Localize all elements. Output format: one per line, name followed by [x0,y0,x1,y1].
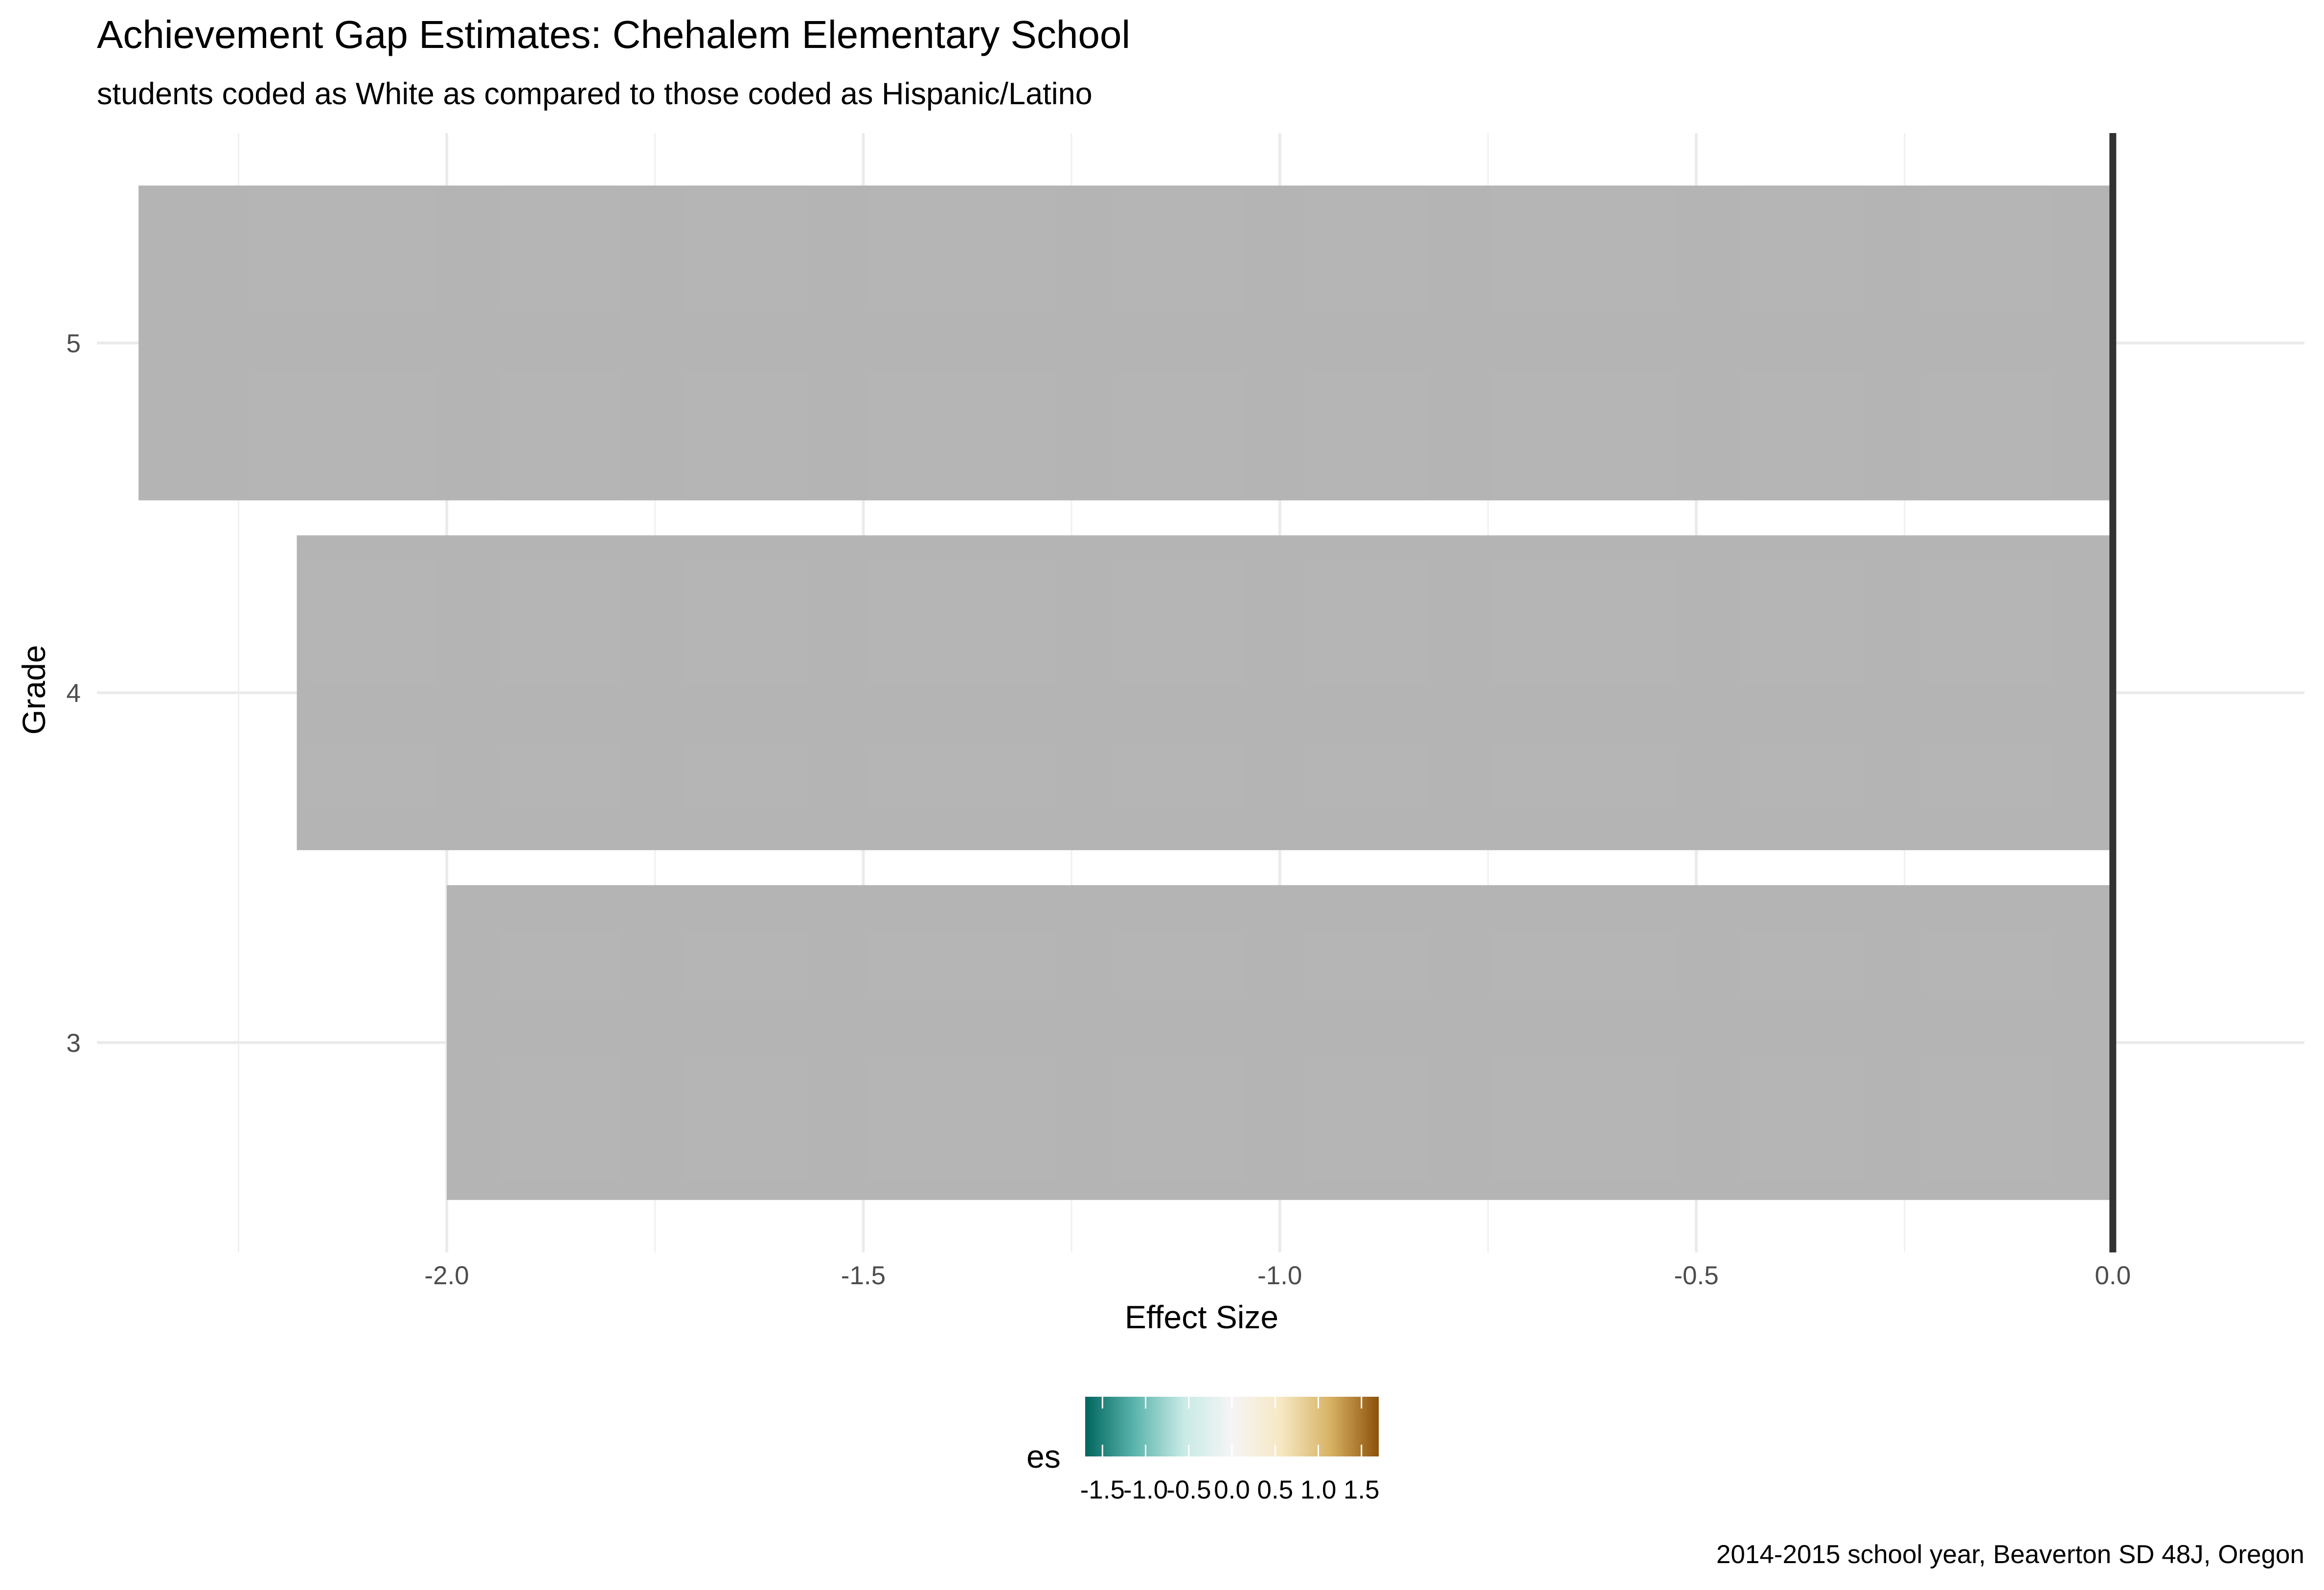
bars [138,185,2113,1200]
legend-tick-label: 0.0 [1214,1476,1250,1504]
legend-title: es [1026,1438,1061,1475]
x-axis-title: Effect Size [1125,1299,1278,1335]
x-tick-label: -2.0 [424,1261,469,1290]
color-legend: es -1.5-1.0-0.5 0.0 0.5 1.0 1.5 [1026,1397,1380,1504]
legend-tick-labels: -1.5-1.0-0.5 0.0 0.5 1.0 1.5 [1080,1476,1380,1504]
x-tick-label: -1.5 [841,1261,886,1290]
legend-tick-label: -0.5 [1166,1476,1211,1504]
y-tick-label: 3 [67,1029,81,1058]
x-axis-tick-labels: -2.0 -1.5 -1.0 -0.5 0.0 [424,1261,2131,1290]
chart-title: Achievement Gap Estimates: Chehalem Elem… [97,13,1130,56]
y-axis-tick-labels: 3 4 5 [67,329,81,1058]
chart-caption: 2014-2015 school year, Beaverton SD 48J,… [1716,1540,2304,1569]
y-tick-label: 5 [67,329,81,358]
bar-grade-5 [138,185,2113,500]
bar-grade-3 [447,885,2113,1200]
legend-tick-label: -1.0 [1123,1476,1168,1504]
y-tick-label: 4 [67,679,81,708]
y-axis-title: Grade [16,645,52,734]
x-tick-label: 0.0 [2095,1261,2131,1290]
x-tick-label: -1.0 [1257,1261,1302,1290]
legend-tick-label: 0.5 [1257,1476,1293,1504]
bar-grade-4 [296,535,2113,850]
x-tick-label: -0.5 [1674,1261,1718,1290]
legend-tick-label: 1.5 [1344,1476,1380,1504]
chart-subtitle: students coded as White as compared to t… [97,77,1093,111]
legend-tick-label: 1.0 [1300,1476,1337,1504]
legend-tick-label: -1.5 [1080,1476,1125,1504]
legend-ticks [1101,1397,1363,1456]
